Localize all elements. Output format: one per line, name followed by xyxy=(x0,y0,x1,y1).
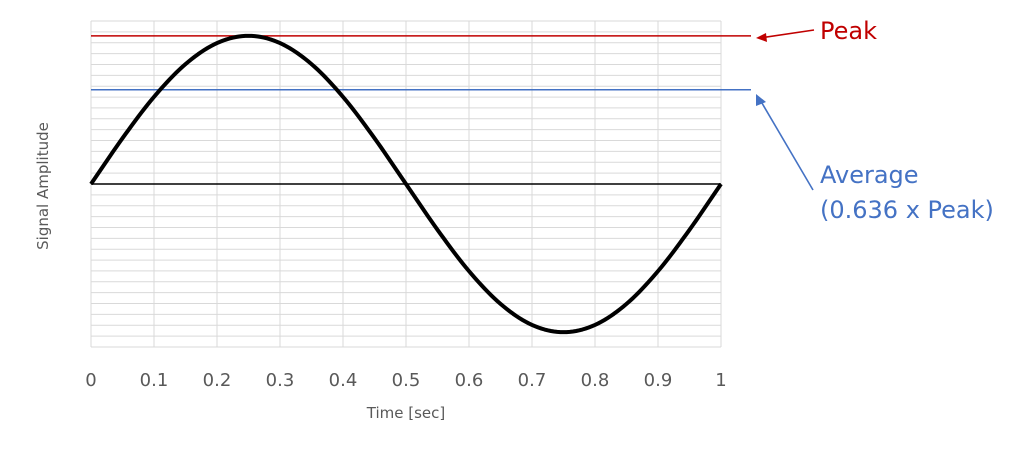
average-arrowhead xyxy=(756,94,766,106)
peak-annotation-label: Peak xyxy=(820,17,877,45)
x-tick-label: 0.6 xyxy=(455,370,484,391)
x-tick-label: 0.1 xyxy=(140,370,169,391)
x-tick-label: 0.8 xyxy=(581,370,610,391)
peak-annotation-arrow xyxy=(759,29,815,39)
x-axis-title: Time [sec] xyxy=(366,404,445,422)
x-tick-label: 1 xyxy=(715,370,726,391)
x-tick-label: 0.4 xyxy=(329,370,358,391)
average-annotation-arrow xyxy=(758,97,814,191)
signal-series-line xyxy=(89,33,723,335)
x-tick-label: 0.9 xyxy=(644,370,673,391)
grid xyxy=(90,20,722,348)
x-tick-labels: 0 0.1 0.2 0.3 0.4 0.5 0.6 0.7 0.8 0.9 1 xyxy=(85,370,726,391)
x-tick-label: 0.2 xyxy=(203,370,232,391)
average-annotation-label: Average xyxy=(820,161,919,189)
peak-arrowhead xyxy=(756,33,767,42)
x-tick-label: 0.3 xyxy=(266,370,295,391)
average-annotation-sublabel: (0.636 x Peak) xyxy=(820,196,994,224)
x-tick-label: 0 xyxy=(85,370,96,391)
y-axis-title: Signal Amplitude xyxy=(34,122,52,250)
x-tick-label: 0.5 xyxy=(392,370,421,391)
x-tick-label: 0.7 xyxy=(518,370,547,391)
